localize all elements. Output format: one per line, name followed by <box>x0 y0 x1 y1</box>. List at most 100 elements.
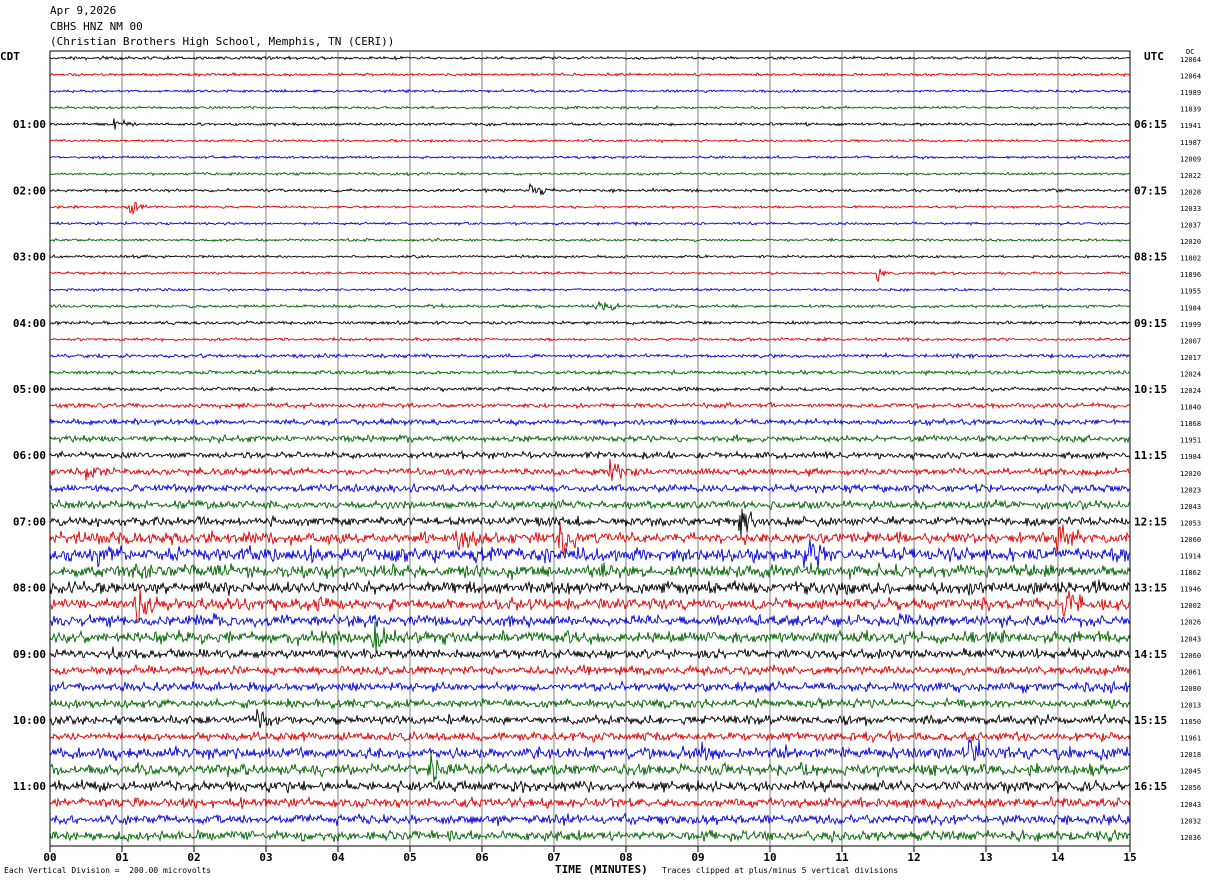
seismic-trace <box>49 237 1131 243</box>
seismic-trace <box>49 433 1131 445</box>
dc-header: DC <box>1186 48 1195 56</box>
station-label: CBHS HNZ NM 00 <box>50 20 143 33</box>
utc-time-label: 16:15 <box>1134 780 1167 793</box>
cdt-time-label: 06:00 <box>13 449 46 462</box>
seismic-trace <box>49 88 1131 94</box>
seismic-trace <box>49 401 1131 411</box>
x-tick-label: 06 <box>475 851 489 864</box>
utc-time-label: 11:15 <box>1134 449 1167 462</box>
dc-offset-label: 11984 <box>1180 453 1201 461</box>
seismic-trace <box>49 779 1131 794</box>
dc-offset-label: 12064 <box>1180 73 1201 81</box>
dc-offset-label: 12080 <box>1180 685 1201 693</box>
dc-offset-label: 12060 <box>1180 652 1201 660</box>
seismic-trace <box>49 753 1131 783</box>
scale-note: Each Vertical Division = 200.00 microvol… <box>4 866 212 875</box>
cdt-time-label: 01:00 <box>13 118 46 131</box>
seismic-trace <box>49 646 1131 661</box>
dc-offset-label: 12033 <box>1180 205 1201 213</box>
dc-offset-label: 12024 <box>1180 387 1201 395</box>
x-tick-label: 02 <box>187 851 200 864</box>
x-tick-label: 01 <box>115 851 129 864</box>
seismic-trace <box>49 812 1131 827</box>
x-axis-label: TIME (MINUTES) <box>555 863 648 876</box>
cdt-time-label: 08:00 <box>13 582 46 595</box>
utc-time-label: 10:15 <box>1134 383 1167 396</box>
seismic-trace <box>49 828 1131 844</box>
utc-time-label: 12:15 <box>1134 515 1167 528</box>
dc-offset-label: 11840 <box>1180 404 1201 412</box>
dc-offset-label: 12020 <box>1180 238 1201 246</box>
seismic-trace <box>49 417 1131 428</box>
dc-offset-label: 12007 <box>1180 337 1201 345</box>
dc-offset-label: 12028 <box>1180 188 1201 196</box>
seismic-trace <box>50 201 1131 216</box>
dc-offset-label: 12045 <box>1180 768 1201 776</box>
dc-offset-label: 11989 <box>1180 89 1201 97</box>
seismic-trace <box>49 613 1131 629</box>
x-tick-label: 15 <box>1123 851 1136 864</box>
dc-offset-label: 12002 <box>1180 602 1201 610</box>
dc-offset-label: 12022 <box>1180 172 1201 180</box>
utc-time-label: 14:15 <box>1134 648 1167 661</box>
cdt-time-label: 04:00 <box>13 317 46 330</box>
dc-offset-label: 12064 <box>1180 56 1201 64</box>
dc-offset-label: 11941 <box>1180 122 1201 130</box>
seismic-trace <box>49 154 1131 160</box>
x-tick-label: 05 <box>403 851 416 864</box>
seismic-trace <box>49 71 1131 78</box>
dc-offset-label: 11955 <box>1180 288 1201 296</box>
cdt-time-label: 03:00 <box>13 251 46 264</box>
seismic-trace <box>49 301 1131 311</box>
x-tick-label: 04 <box>331 851 345 864</box>
dc-offset-label: 12023 <box>1180 486 1201 494</box>
cdt-time-label: 05:00 <box>13 383 46 396</box>
seismic-trace <box>49 138 1131 144</box>
dc-offset-label: 11961 <box>1180 735 1201 743</box>
seismic-trace <box>49 482 1131 495</box>
seismic-trace <box>49 351 1131 360</box>
plot-frame <box>49 50 1131 847</box>
seismic-trace <box>49 287 1131 293</box>
dc-offset-label: 12026 <box>1180 619 1201 627</box>
dc-offset-label: 12020 <box>1180 470 1201 478</box>
seismic-trace <box>49 508 1131 538</box>
seismic-trace <box>49 579 1131 596</box>
dc-offset-label: 12056 <box>1180 784 1201 792</box>
dc-offset-label: 12036 <box>1180 834 1201 842</box>
dc-offset-label: 12061 <box>1180 668 1201 676</box>
seismic-trace <box>49 368 1131 377</box>
seismic-trace <box>49 621 1131 653</box>
dc-offset-label: 11896 <box>1180 271 1201 279</box>
dc-offset-label: 12024 <box>1180 370 1201 378</box>
x-tick-label: 00 <box>43 851 56 864</box>
utc-zone-label: UTC <box>1144 50 1164 63</box>
seismic-trace <box>49 171 1130 177</box>
site-label: (Christian Brothers High School, Memphis… <box>50 35 395 48</box>
seismic-trace <box>49 104 1131 111</box>
utc-time-label: 06:15 <box>1134 118 1167 131</box>
date-label: Apr 9,2026 <box>50 4 117 17</box>
seismic-trace <box>49 182 1131 196</box>
dc-offset-label: 12009 <box>1180 155 1201 163</box>
x-tick-label: 12 <box>907 851 920 864</box>
dc-offset-label: 11984 <box>1180 304 1201 312</box>
dc-offset-label: 11802 <box>1180 255 1201 263</box>
dc-offset-label: 12013 <box>1180 701 1201 709</box>
dc-offset-label: 12037 <box>1180 222 1201 230</box>
seismic-trace <box>49 679 1131 694</box>
dc-offset-label: 11987 <box>1180 139 1201 147</box>
dc-offset-label: 12017 <box>1180 354 1201 362</box>
dc-offset-label: 12043 <box>1180 635 1201 643</box>
x-tick-label: 08 <box>619 851 632 864</box>
dc-offset-label: 11850 <box>1180 718 1201 726</box>
seismic-trace <box>49 268 1131 283</box>
cdt-time-label: 07:00 <box>13 515 46 528</box>
utc-time-label: 13:15 <box>1134 582 1167 595</box>
seismic-trace <box>49 696 1131 711</box>
dc-offset-label: 11868 <box>1180 420 1201 428</box>
dc-offset-label: 12043 <box>1180 503 1201 511</box>
utc-time-label: 15:15 <box>1134 714 1167 727</box>
seismic-trace <box>49 738 1131 762</box>
